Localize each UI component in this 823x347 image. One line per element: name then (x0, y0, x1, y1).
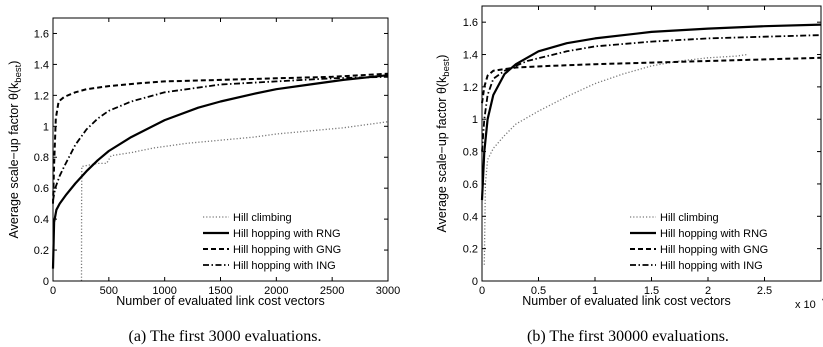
series-line-dashdot (481, 34, 822, 152)
x-tick-label: 0 (50, 285, 56, 297)
y-tick-label: 1.6 (34, 28, 49, 40)
y-tick-label: 1.4 (34, 59, 49, 71)
series-line-dashed (481, 56, 822, 104)
y-tick-label: 1.6 (463, 17, 478, 29)
legend-label: Hill hopping with RNG (233, 228, 341, 240)
y-tick-label: 0.8 (463, 147, 478, 159)
y-tick-label: 0.4 (463, 211, 478, 223)
chart-b: 0 0.5 1 1.5 2 2.5 0 0.2 0.4 0.6 0.8 1 1.2 1.4 1.6 Numbe… (435, 5, 823, 345)
y-tick-label: 0.4 (34, 214, 49, 226)
x-tick-label: 1500 (208, 285, 232, 297)
series-line-dotted (80, 121, 389, 282)
y-tick-label: 0.6 (34, 183, 49, 195)
series-line-solid (480, 23, 822, 201)
x-axis-multiplier: x 10 (795, 299, 816, 311)
x-tick-label: 0 (479, 285, 485, 297)
y-tick-label: 0.8 (34, 152, 49, 164)
y-tick-label: 0.2 (34, 245, 49, 257)
series-line-dashdot (52, 75, 389, 201)
x-tick-label: 2500 (320, 285, 344, 297)
x-tick-label: 0.5 (531, 285, 546, 297)
y-tick-label: 1.2 (34, 90, 49, 102)
legend-label: Hill climbing (660, 212, 719, 224)
x-tick-label: 2000 (264, 285, 288, 297)
y-tick-label: 0 (43, 276, 49, 288)
figure-caption: (b) The first 30000 evaluations. (527, 328, 729, 345)
legend-label: Hill hopping with GNG (233, 244, 341, 256)
x-tick-label: 2 (705, 285, 711, 297)
legend-label: Hill climbing (233, 212, 292, 224)
plot-frame (52, 17, 389, 282)
plot-frame (481, 5, 822, 282)
y-tick-label: 1 (43, 121, 49, 133)
y-tick-label: 1.2 (463, 82, 478, 94)
series-line-dashed (52, 72, 389, 204)
series-line-solid (51, 74, 389, 269)
legend-label: Hill hopping with GNG (660, 244, 768, 256)
x-tick-label: 1000 (152, 285, 176, 297)
x-tick-label: 3000 (376, 285, 400, 297)
legend: Hill climbing Hill hopping with RNG Hill h… (203, 212, 341, 272)
x-tick-label: 2.5 (757, 285, 772, 297)
x-tick-label: 1 (592, 285, 598, 297)
y-tick-label: 0.2 (463, 244, 478, 256)
y-axis-label: Average scale−up factor θ(kbest) (7, 61, 24, 239)
y-tick-label: 1 (472, 114, 478, 126)
x-tick-label: 1.5 (644, 285, 659, 297)
y-axis-label: Average scale−up factor θ(kbest) (435, 55, 452, 233)
x-tick-label: 500 (100, 285, 118, 297)
y-tick-label: 0.6 (463, 179, 478, 191)
chart-a: 0 500 1000 1500 2000 2500 3000 0 0.2 0.4 0.6 0.8 1 1.… (7, 17, 400, 345)
x-axis-label: Number of evaluated link cost vectors (522, 294, 730, 308)
legend-label: Hill hopping with ING (660, 260, 763, 272)
y-tick-label: 1.4 (463, 50, 478, 62)
legend-label: Hill hopping with ING (233, 260, 336, 272)
legend: Hill climbing Hill hopping with RNG Hill h… (630, 212, 768, 272)
x-axis-label: Number of evaluated link cost vectors (116, 294, 324, 308)
figure-caption: (a) The first 3000 evaluations. (129, 328, 322, 345)
legend-label: Hill hopping with RNG (660, 228, 768, 240)
series-line-dotted (483, 53, 748, 265)
y-tick-label: 0 (472, 276, 478, 288)
